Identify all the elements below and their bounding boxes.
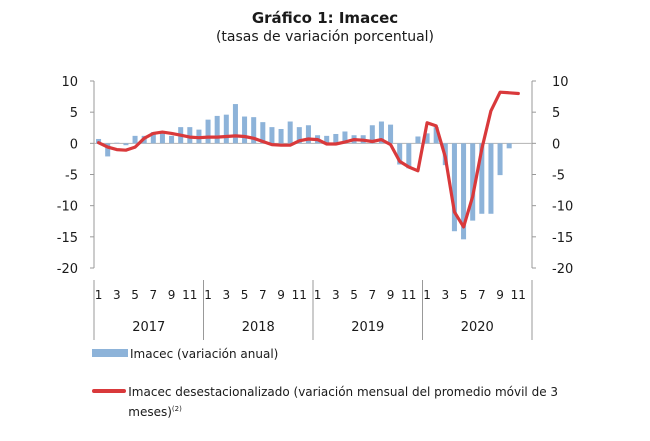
bar (470, 143, 476, 221)
x-tick-label-month: 7 (149, 288, 157, 302)
bar (497, 143, 503, 176)
y-tick-label-right: 10 (552, 75, 569, 90)
bar (242, 116, 248, 144)
bar (369, 125, 375, 144)
bar (287, 121, 293, 144)
y-tick-label-right: -5 (552, 169, 565, 184)
bar (187, 127, 193, 144)
x-tick-label-month: 1 (95, 288, 103, 302)
chart-title: Gráfico 1: Imacec (251, 9, 399, 27)
x-tick-label-month: 5 (131, 288, 139, 302)
bar (132, 135, 138, 144)
legend-swatch-bars (92, 349, 128, 357)
bar (105, 143, 111, 157)
x-tick-label-month: 11 (511, 288, 526, 302)
y-tick-label-right: 5 (552, 106, 560, 121)
bar (342, 131, 348, 144)
legend-footnote: (2) (171, 405, 182, 413)
bar (461, 143, 467, 240)
x-tick-label-month: 9 (387, 288, 395, 302)
y-tick-label-left: 0 (70, 137, 78, 152)
x-tick-label-month: 11 (182, 288, 197, 302)
bar (214, 115, 220, 144)
x-tick-label-month: 7 (259, 288, 267, 302)
legend-item-bars: Imacec (variación anual) (92, 346, 278, 363)
y-tick-label-left: 10 (61, 75, 78, 90)
bar (123, 143, 129, 146)
y-tick-label-right: -10 (552, 200, 573, 215)
y-tick-label-right: -20 (552, 262, 573, 277)
bar (278, 128, 284, 144)
x-tick-label-month: 1 (314, 288, 322, 302)
bar (305, 125, 311, 144)
y-tick-label-left: -20 (57, 262, 78, 277)
x-tick-label-month: 3 (113, 288, 121, 302)
x-tick-label-month: 9 (277, 288, 285, 302)
bar (333, 133, 339, 144)
chart-subtitle: (tasas de variación porcentual) (215, 29, 435, 45)
x-tick-label-month: 5 (350, 288, 358, 302)
bar (378, 121, 384, 144)
bar (415, 136, 421, 144)
bar (251, 117, 257, 144)
x-tick-label-year: 2020 (461, 320, 494, 335)
bar (223, 114, 229, 144)
bar (205, 119, 211, 144)
bar (159, 133, 165, 144)
x-tick-label-month: 5 (460, 288, 468, 302)
bar (269, 127, 275, 144)
bar (232, 104, 238, 144)
bar (150, 132, 156, 144)
bar (451, 143, 457, 232)
bar (296, 127, 302, 144)
bar (114, 142, 120, 144)
bar (397, 143, 403, 165)
bar (488, 143, 494, 214)
x-tick-label-month: 5 (241, 288, 249, 302)
bar (424, 133, 430, 144)
line-series (96, 90, 520, 229)
x-tick-label-month: 3 (441, 288, 449, 302)
x-tick-label-month: 3 (222, 288, 230, 302)
x-tick-label-month: 1 (204, 288, 212, 302)
x-tick-label-month: 3 (332, 288, 340, 302)
bar (479, 143, 485, 214)
y-tick-label-right: 0 (552, 137, 560, 152)
bar (433, 127, 439, 144)
x-tick-label-year: 2017 (132, 320, 165, 335)
x-tick-label-year: 2019 (351, 320, 384, 335)
x-tick-label-month: 9 (496, 288, 504, 302)
y-tick-label-left: -15 (57, 231, 78, 246)
y-tick-label-left: 5 (70, 106, 78, 121)
x-tick-label-month: 1 (423, 288, 431, 302)
legend-label-bars: Imacec (variación anual) (130, 347, 279, 361)
bar (324, 135, 330, 144)
x-tick-label-year: 2018 (242, 320, 275, 335)
x-tick-label-month: 7 (478, 288, 486, 302)
bar (169, 135, 175, 144)
x-tick-label-month: 7 (368, 288, 376, 302)
x-tick-label-month: 9 (168, 288, 176, 302)
x-tick-label-month: 11 (292, 288, 307, 302)
y-tick-label-right: -15 (552, 231, 573, 246)
bar (506, 143, 512, 149)
bar (406, 143, 412, 169)
legend-swatch-line (92, 389, 127, 393)
bar (388, 124, 394, 144)
x-tick-label-month: 11 (401, 288, 416, 302)
legend-item-line: Imacec desestacionalizado (variación men… (92, 384, 592, 421)
bar (260, 122, 266, 144)
y-tick-label-left: -5 (65, 169, 78, 184)
y-tick-label-left: -10 (57, 200, 78, 215)
legend-label-line: Imacec desestacionalizado (variación men… (128, 385, 559, 419)
